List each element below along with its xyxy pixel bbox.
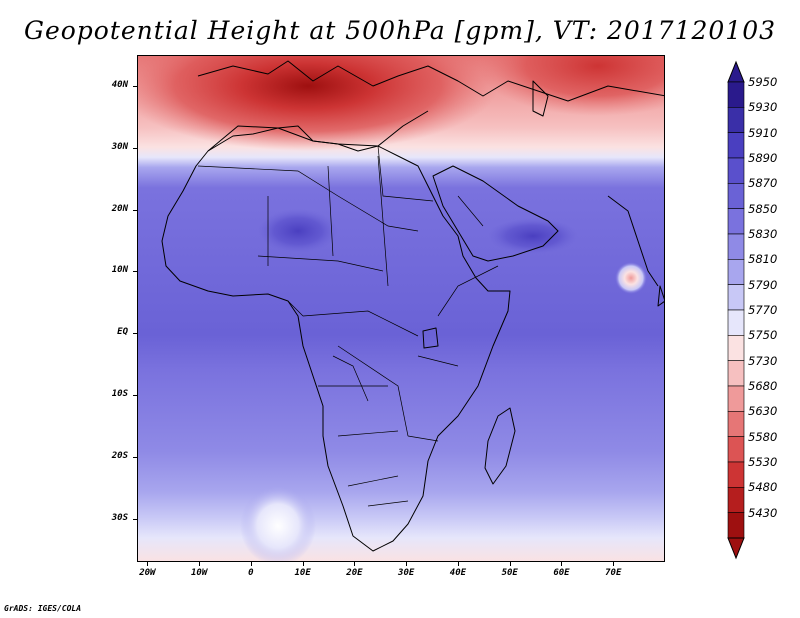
colorbar-level-label: 5790 — [748, 277, 778, 292]
coastlines-and-borders — [161, 60, 664, 552]
lon-tick-mark — [509, 562, 511, 566]
colorbar-swatch — [727, 436, 745, 463]
colorbar-level-label: 5750 — [748, 328, 778, 343]
lon-tick-mark — [147, 562, 149, 566]
colorbar-level-label: 5480 — [748, 480, 778, 495]
colorbar-bottom-arrow — [727, 537, 745, 560]
colorbar-swatch — [727, 183, 745, 209]
mediterranean-south — [207, 110, 429, 152]
lon-tick-mark — [561, 562, 563, 566]
lon-tick-label: 0 — [248, 568, 254, 578]
lon-tick-label: 50E — [501, 568, 518, 578]
colorbar-swatch — [727, 208, 745, 235]
colorbar-level-label: 5770 — [748, 303, 778, 317]
colorbar-swatch — [727, 132, 745, 159]
colorbar-level-label: 5950 — [748, 75, 778, 89]
lat-tick-mark — [133, 395, 137, 397]
colorbar-level-label: 5810 — [748, 252, 778, 267]
geopotential-field — [138, 56, 664, 561]
lon-tick-label: 20W — [139, 568, 156, 578]
colorbar-swatch — [727, 81, 745, 108]
colorbar-level-label: 5910 — [748, 125, 778, 140]
colorbar-swatch — [727, 487, 745, 513]
lon-tick-label: 30E — [398, 568, 415, 578]
colorbar-swatch — [727, 512, 745, 539]
colorbar-swatch — [727, 284, 745, 311]
lat-tick-label: 20N — [111, 203, 128, 214]
lon-tick-mark — [406, 562, 408, 566]
colorbar-swatch — [727, 233, 745, 260]
lon-tick-label: 40E — [449, 568, 467, 578]
lat-tick-label: 10S — [111, 389, 128, 400]
colorbar — [727, 60, 745, 560]
colorbar-swatch — [727, 107, 745, 133]
colorbar-level-label: 5680 — [748, 379, 778, 393]
colorbar-swatch — [727, 461, 745, 488]
colorbar-top-arrow — [727, 60, 745, 83]
colorbar-level-label: 5830 — [748, 227, 778, 241]
lat-tick-mark — [133, 147, 137, 149]
colorbar-swatch — [727, 385, 745, 412]
lat-tick-label: 10N — [111, 265, 128, 276]
lat-tick-label: 20S — [111, 450, 128, 461]
lon-tick-mark — [302, 562, 304, 566]
colorbar-level-label: 5870 — [748, 176, 778, 191]
lat-tick-mark — [133, 209, 137, 211]
lon-tick-mark — [457, 562, 459, 566]
colorbar-swatch — [727, 411, 745, 437]
colorbar-level-label: 5530 — [748, 455, 778, 469]
sri-lanka — [657, 285, 664, 307]
lat-tick-mark — [133, 271, 137, 273]
colorbar-level-label: 5630 — [748, 404, 778, 419]
colorbar-level-label: 5580 — [748, 429, 778, 444]
lake-victoria — [422, 327, 439, 349]
colorbar-swatch — [727, 335, 745, 361]
colorbar-level-label: 5890 — [748, 151, 778, 165]
lon-tick-mark — [354, 562, 356, 566]
colorbar-swatch — [727, 360, 745, 387]
lat-tick-mark — [133, 518, 137, 520]
lat-tick-mark — [133, 333, 137, 335]
lat-tick-mark — [133, 456, 137, 458]
lon-tick-mark — [199, 562, 201, 566]
lon-tick-label: 70E — [605, 568, 622, 578]
map-title: Geopotential Height at 500hPa [gpm], VT:… — [23, 16, 777, 45]
caspian — [532, 80, 549, 117]
colorbar-swatch — [727, 259, 745, 285]
border-lines — [197, 145, 499, 507]
colorbar-level-label: 5730 — [748, 353, 778, 368]
colorbar-swatch — [727, 157, 745, 184]
lat-tick-label: EQ — [117, 327, 128, 338]
colorbar-swatch — [727, 309, 745, 336]
lon-tick-label: 10E — [294, 568, 311, 578]
map-plot-area — [137, 55, 665, 562]
india-west — [607, 195, 659, 287]
credit-text: GrADS: IGES/COLA — [4, 604, 82, 613]
arabian-peninsula — [432, 165, 559, 262]
colorbar-level-label: 5430 — [748, 505, 778, 520]
lon-tick-mark — [250, 562, 252, 566]
lon-tick-label: 10W — [190, 568, 208, 578]
africa-coastline — [161, 125, 511, 552]
lat-tick-label: 40N — [111, 79, 128, 90]
lat-tick-label: 30N — [111, 141, 128, 152]
madagascar — [484, 407, 516, 485]
lon-tick-label: 60E — [553, 568, 570, 578]
lon-tick-mark — [613, 562, 615, 566]
lon-tick-label: 20E — [346, 568, 363, 578]
lat-tick-mark — [133, 85, 137, 87]
lat-tick-label: 30S — [111, 512, 128, 523]
colorbar-level-label: 5850 — [748, 201, 778, 216]
europe-coast — [197, 60, 664, 102]
colorbar-level-label: 5930 — [748, 100, 778, 115]
